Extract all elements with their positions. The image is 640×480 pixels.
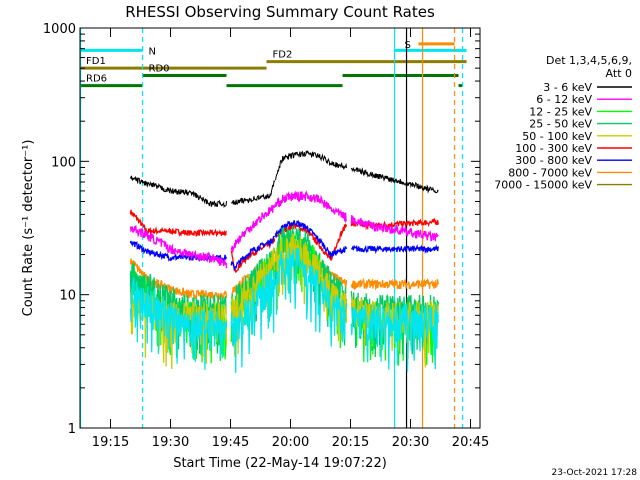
- legend-label: 100 - 300 keV: [515, 142, 592, 155]
- legend-label: 800 - 7000 keV: [508, 166, 592, 179]
- x-tick-label: 20:30: [392, 435, 429, 450]
- legend-label: 300 - 800 keV: [515, 154, 592, 167]
- legend-label: 50 - 100 keV: [522, 130, 592, 143]
- vertical-markers: [79, 28, 464, 428]
- x-tick-label: 19:15: [92, 435, 129, 450]
- y-tick-label: 10: [59, 289, 76, 304]
- flag-label-s: S: [405, 40, 411, 51]
- flag-label-rd0: RD0: [149, 64, 170, 75]
- x-tick-label: 19:45: [212, 435, 249, 450]
- x-axis-label: Start Time (22-May-14 19:07:22): [173, 456, 387, 471]
- timestamp: 23-Oct-2021 17:28: [552, 468, 638, 478]
- y-tick-label: 1000: [43, 22, 76, 37]
- y-tick-label: 100: [51, 155, 76, 170]
- series-lines: [129, 150, 439, 373]
- flag-label-rd6: RD6: [86, 74, 107, 85]
- x-tick-label: 20:45: [452, 435, 489, 450]
- series-line-5: [129, 209, 439, 273]
- x-tick-label: 20:00: [272, 435, 309, 450]
- series-line-0: [130, 150, 439, 209]
- legend-label: 25 - 50 keV: [529, 118, 592, 131]
- flag-label-n: N: [149, 46, 156, 57]
- plot-frame: [79, 27, 481, 429]
- flag-label-fd1: FD1: [86, 56, 106, 67]
- chart-title: RHESSI Observing Summary Count Rates: [125, 3, 435, 21]
- legend-label: 7000 - 15000 keV: [494, 179, 592, 192]
- series-line-3: [129, 226, 439, 358]
- x-tick-label: 19:30: [152, 435, 189, 450]
- legend-label: 12 - 25 keV: [529, 105, 592, 118]
- y-axis-ticks: 1 10 100 1000: [43, 22, 480, 437]
- x-tick-label: 20:15: [332, 435, 369, 450]
- series-line-4: [129, 233, 439, 370]
- series-line-6: [129, 219, 439, 272]
- x-axis-ticks: 19:15 19:30 19:45 20:00 20:15 20:30 20:45: [92, 28, 489, 450]
- y-axis-label: Count Rate (s⁻¹ detector⁻¹): [21, 140, 36, 317]
- y-tick-label: 1: [68, 422, 76, 437]
- legend-header-line-2: Att 0: [606, 67, 632, 80]
- legend-label: 3 - 6 keV: [543, 81, 592, 94]
- flag-label-fd2: FD2: [273, 50, 293, 61]
- series-line-9: [129, 247, 439, 373]
- legend-label: 6 - 12 keV: [536, 93, 592, 106]
- legend-header-line-1: Det 1,3,4,5,6,9,: [546, 54, 632, 67]
- series-line-1: [129, 190, 439, 269]
